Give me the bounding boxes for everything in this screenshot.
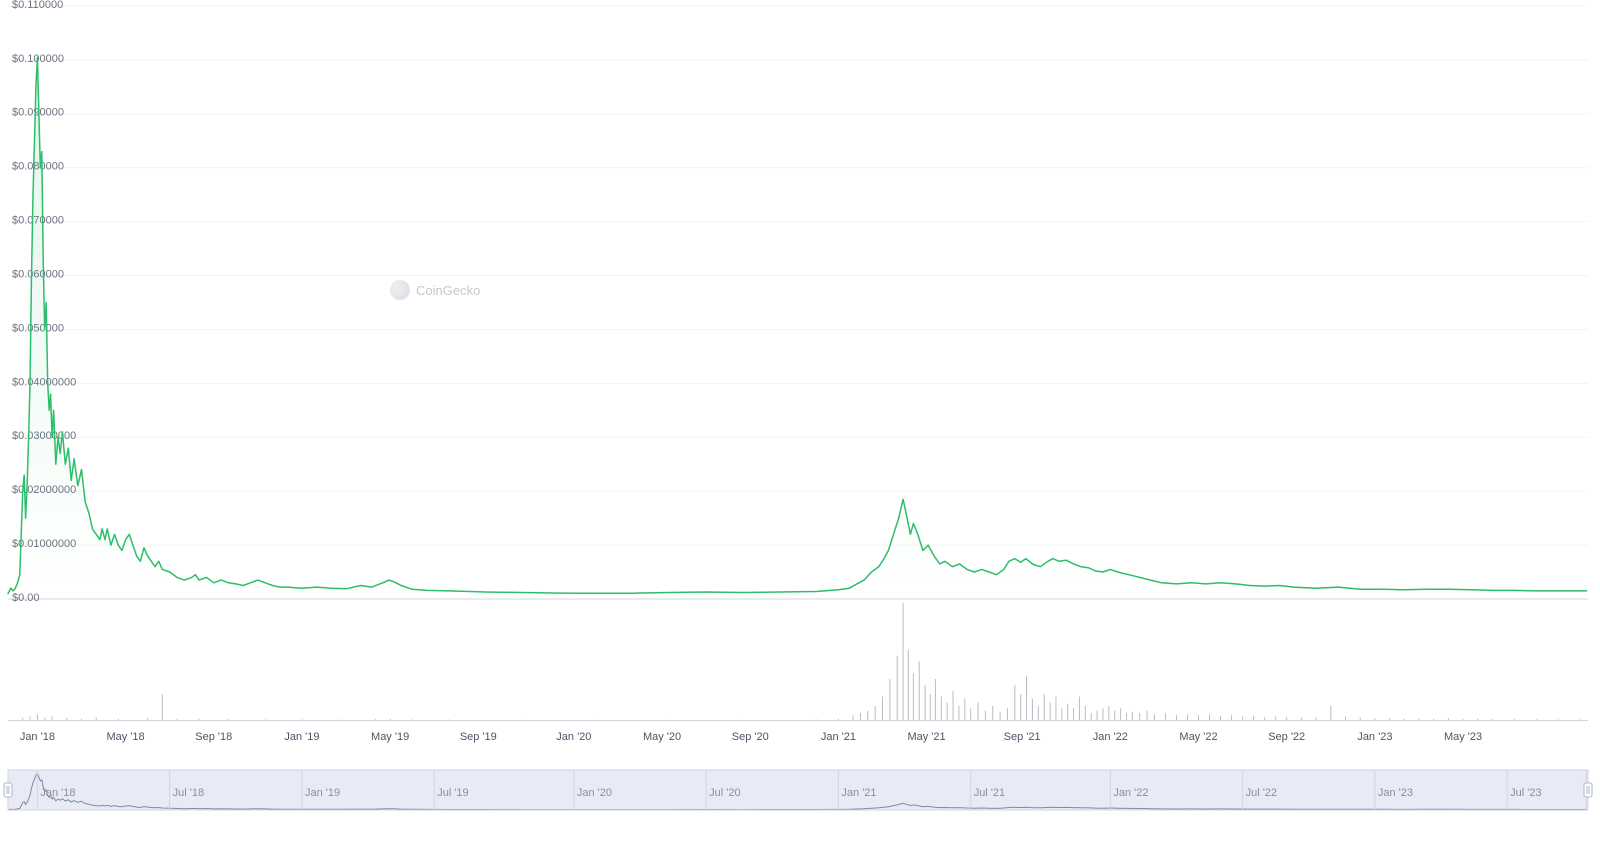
x-axis-label: Jan '18 — [20, 731, 55, 743]
navigator-handle[interactable] — [1584, 783, 1592, 797]
x-axis-label: Sep '20 — [732, 731, 769, 743]
x-axis-label: Sep '22 — [1268, 731, 1305, 743]
x-axis-label: May '22 — [1179, 731, 1217, 743]
navigator-x-label: Jan '19 — [305, 787, 340, 799]
x-axis-label: Jan '20 — [556, 731, 591, 743]
y-axis-label: $0.110000 — [12, 0, 63, 11]
x-axis-label: Jan '23 — [1357, 731, 1392, 743]
price-area — [8, 57, 1587, 599]
volume-bars — [8, 603, 1588, 721]
x-axis-label: May '21 — [908, 731, 946, 743]
navigator-x-label: Jan '21 — [841, 787, 876, 799]
x-axis-label: Jan '21 — [821, 731, 856, 743]
grid: $0.00$0.01000000$0.02000000$0.03000000$0… — [8, 0, 1588, 604]
x-axis-label: Jan '19 — [284, 731, 319, 743]
price-chart-container: $0.00$0.01000000$0.02000000$0.03000000$0… — [0, 0, 1600, 845]
x-axis-label: Sep '21 — [1004, 731, 1041, 743]
x-axis-label: Sep '18 — [195, 731, 232, 743]
navigator-x-label: Jul '19 — [437, 787, 468, 799]
x-axis-label: Jan '22 — [1093, 731, 1128, 743]
price-line[interactable] — [8, 57, 1587, 593]
navigator-window[interactable] — [8, 770, 1588, 810]
chart-svg: $0.00$0.01000000$0.02000000$0.03000000$0… — [0, 0, 1600, 845]
navigator-x-label: Jul '21 — [974, 787, 1005, 799]
navigator-x-label: Jan '23 — [1378, 787, 1413, 799]
navigator-x-label: Jul '22 — [1246, 787, 1277, 799]
x-axis-label: May '19 — [371, 731, 409, 743]
navigator-x-label: Jan '18 — [40, 787, 75, 799]
x-axis-label: May '20 — [643, 731, 681, 743]
x-axis-label: May '18 — [106, 731, 144, 743]
navigator-x-label: Jul '23 — [1510, 787, 1541, 799]
navigator[interactable]: Jan '18 Jul '18 Jan '19 Jul '19 Jan '20 Jul '… — [4, 770, 1592, 810]
navigator-handle[interactable] — [4, 783, 12, 797]
navigator-x-label: Jul '18 — [173, 787, 204, 799]
navigator-x-label: Jan '22 — [1113, 787, 1148, 799]
x-axis-label: Sep '19 — [460, 731, 497, 743]
navigator-x-label: Jan '20 — [577, 787, 612, 799]
x-axis: Jan '18 May '18 Sep '18 Jan '19 May '19 Sep '… — [20, 731, 1482, 743]
x-axis-label: May '23 — [1444, 731, 1482, 743]
navigator-x-label: Jul '20 — [709, 787, 740, 799]
